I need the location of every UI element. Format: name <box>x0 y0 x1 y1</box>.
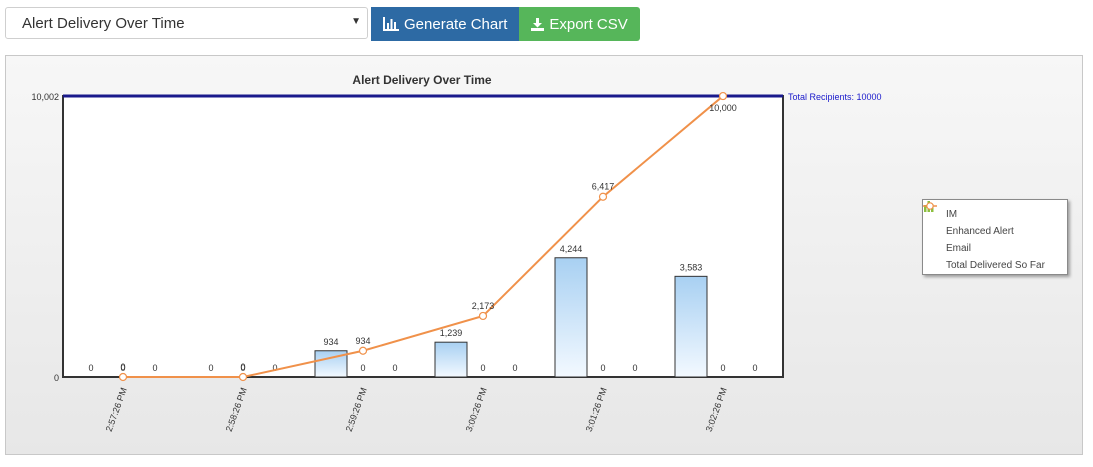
bar-im <box>674 275 708 378</box>
x-tick-label: 3:01:26 PM <box>584 386 609 433</box>
generate-chart-label: Generate Chart <box>404 15 508 33</box>
line-data-label: 0 <box>120 362 125 372</box>
line-data-label: 934 <box>355 336 370 346</box>
bar-data-label: 0 <box>632 363 637 373</box>
x-tick-label: 3:02:26 PM <box>704 386 729 433</box>
dropdown-arrow-icon: ▼ <box>351 16 361 27</box>
total-delivered-line <box>123 95 724 378</box>
line-data-label: 0 <box>240 362 245 372</box>
bar-swatch-icon <box>924 201 943 238</box>
bar-data-label: 0 <box>88 363 93 373</box>
chart-legend: IM Enhanced Alert Email Total Delivered So … <box>922 199 1068 275</box>
total-delivered-point <box>718 91 728 101</box>
bar-data-label: 0 <box>752 363 757 373</box>
report-select[interactable]: Alert Delivery Over Time ▼ <box>5 7 368 39</box>
bar-data-label: 0 <box>208 363 213 373</box>
bar-im <box>434 341 468 378</box>
x-tick-label: 2:58:26 PM <box>224 386 249 433</box>
total-delivered-point <box>598 192 608 201</box>
plot-area <box>62 95 784 378</box>
legend-label: Enhanced Alert <box>946 226 1014 237</box>
report-select-value: Alert Delivery Over Time <box>22 14 185 32</box>
bar-data-label: 0 <box>720 363 725 373</box>
export-csv-label: Export CSV <box>549 15 628 33</box>
chart-canvas: Alert Delivery Over Time 0 10,002 Total Rec… <box>31 73 882 433</box>
bar-data-label: 0 <box>240 363 245 373</box>
total-delivered-point <box>118 372 128 382</box>
total-delivered-point <box>478 311 488 321</box>
bar-data-label: 4,244 <box>560 244 583 254</box>
bar-data-label: 0 <box>480 363 485 373</box>
legend-item[interactable]: Email <box>924 201 1067 257</box>
export-csv-button[interactable]: Export CSV <box>519 7 640 41</box>
legend-label: IM <box>946 209 958 220</box>
bar-data-label: 0 <box>392 363 397 373</box>
download-icon <box>531 17 545 31</box>
bar-data-label: 0 <box>272 363 277 373</box>
line-data-label: 2,173 <box>472 301 495 311</box>
bar-swatch-icon <box>924 201 943 255</box>
legend-label: Total Delivered So Far <box>946 260 1045 271</box>
bar-data-label: 0 <box>120 363 125 373</box>
chart-title: Alert Delivery Over Time <box>352 73 492 87</box>
bar-chart-icon <box>383 17 399 31</box>
line-swatch-icon <box>923 202 943 272</box>
toolbar: Alert Delivery Over Time ▼ Generate Char… <box>5 7 640 41</box>
bar-im <box>554 257 588 378</box>
total-delivered-point <box>238 372 248 382</box>
x-tick-label: 2:59:26 PM <box>344 386 369 433</box>
total-delivered-point <box>358 346 368 355</box>
bar-data-label: 0 <box>600 363 605 373</box>
x-tick-label: 2:57:26 PM <box>104 386 129 433</box>
y-tick-label: 10,002 <box>31 92 59 102</box>
generate-chart-button[interactable]: Generate Chart <box>371 7 520 41</box>
bar-data-label: 3,583 <box>680 262 703 272</box>
line-data-label: 10,000 <box>709 103 737 113</box>
bar-data-label: 0 <box>152 363 157 373</box>
bar-data-label: 934 <box>323 337 338 347</box>
line-data-label: 6,417 <box>592 182 615 192</box>
legend-item[interactable]: Total Delivered So Far <box>923 202 1067 274</box>
x-tick-label: 3:00:26 PM <box>464 386 489 433</box>
chart-panel: Alert Delivery Over Time 0 10,002 Total Rec… <box>5 55 1083 455</box>
legend-item[interactable]: Enhanced Alert <box>924 201 1067 240</box>
legend-item[interactable]: IM <box>924 201 1067 223</box>
legend-label: Email <box>946 243 972 254</box>
bar-data-label: 0 <box>512 363 517 373</box>
bar-data-label: 0 <box>360 363 365 373</box>
bar-data-label: 1,239 <box>440 328 463 338</box>
y-tick-label: 0 <box>54 373 59 383</box>
total-recipients-label: Total Recipients: 10000 <box>788 92 882 102</box>
